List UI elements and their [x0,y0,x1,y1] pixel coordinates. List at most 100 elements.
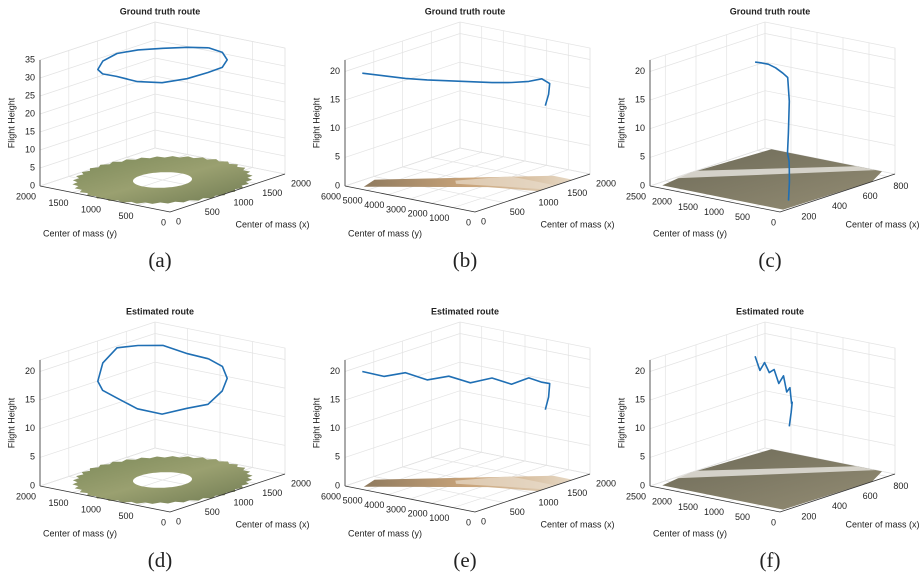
chart-title: Estimated route [736,306,804,316]
panel: 2004006008000500100015002000250005101520… [616,306,919,571]
grid-line [40,22,285,60]
grid-line [345,391,590,429]
grid-line [40,40,285,78]
x-axis-label: Center of mass (x) [540,219,614,229]
y-axis-label: Center of mass (y) [348,228,422,238]
chart-title: Estimated route [126,306,194,316]
y-tick-label: 5000 [343,196,363,206]
y-tick-label: 500 [118,211,133,221]
x-tick-label: 800 [893,481,908,491]
y-tick-label: 1000 [429,513,449,523]
y-tick-label: 0 [161,517,166,527]
y-tick-label: 2000 [652,497,672,507]
y-tick-label: 2000 [16,191,36,201]
grid-line [345,334,590,372]
y-axis-label: Center of mass (y) [653,528,727,538]
panel: 0500100015002000050010001500200005101520… [6,6,311,271]
axis-line [345,360,590,512]
x-tick-label: 1500 [262,188,282,198]
z-tick-label: 10 [25,144,35,154]
y-tick-label: 1500 [48,498,68,508]
box-edge [345,22,590,186]
x-tick-label: 0 [176,516,181,526]
ground-image [662,449,882,509]
y-tick-label: 2000 [652,197,672,207]
z-tick-label: 0 [335,180,340,190]
panel: 0500100015002000010002000300040005000600… [311,6,616,271]
grid-line [410,335,525,499]
z-tick-label: 15 [330,394,340,404]
z-tick-label: 15 [635,94,645,104]
figure: 0500100015002000050010001500200005101520… [0,0,921,576]
z-axis-label: Flight Height [6,97,16,148]
x-axis-label: Center of mass (x) [235,519,309,529]
z-tick-label: 20 [635,366,645,376]
y-tick-label: 1500 [678,202,698,212]
x-tick-label: 1000 [234,497,254,507]
x-tick-label: 1500 [567,488,587,498]
grid-line [650,91,895,129]
ground-image [662,149,882,209]
z-tick-label: 5 [30,162,35,172]
y-tick-label: 2000 [408,209,428,219]
x-tick-label: 800 [893,181,908,191]
x-axis-label: Center of mass (x) [235,219,309,229]
caption: (a) [148,248,171,272]
z-tick-label: 0 [30,480,35,490]
y-tick-label: 1500 [48,198,68,208]
y-tick-label: 0 [466,217,471,227]
x-axis-label: Center of mass (x) [845,219,919,229]
y-tick-label: 3000 [386,204,406,214]
y-axis-label: Center of mass (y) [43,528,117,538]
grid-line [40,58,285,96]
x-tick-label: 0 [481,216,486,226]
grid-line [650,334,895,372]
z-axis-label: Flight Height [616,97,626,148]
y-tick-label: 0 [771,217,776,227]
z-tick-label: 10 [25,423,35,433]
x-tick-label: 0 [176,216,181,226]
route-line [755,356,792,426]
y-tick-label: 2500 [626,191,646,201]
z-axis-label: Flight Height [6,397,16,448]
y-tick-label: 0 [771,517,776,527]
y-tick-label: 1000 [704,507,724,517]
grid-line [40,76,285,114]
z-tick-label: 5 [30,452,35,462]
y-tick-label: 500 [735,212,750,222]
z-tick-label: 15 [25,126,35,136]
y-tick-label: 5000 [343,496,363,506]
x-axis-label: Center of mass (x) [845,519,919,529]
y-tick-label: 500 [118,511,133,521]
z-tick-label: 20 [330,66,340,76]
z-tick-label: 10 [330,123,340,133]
y-tick-label: 4000 [364,200,384,210]
z-tick-label: 10 [330,423,340,433]
x-tick-label: 0 [481,516,486,526]
y-tick-label: 500 [735,512,750,522]
chart-title: Ground truth route [730,6,811,16]
x-tick-label: 500 [510,507,525,517]
grid-line [367,326,482,490]
y-axis-label: Center of mass (y) [43,228,117,238]
y-tick-label: 4000 [364,500,384,510]
y-tick-label: 2000 [16,491,36,501]
z-axis-label: Flight Height [311,397,321,448]
grid-line [345,34,590,72]
x-tick-label: 2000 [291,478,311,488]
caption: (b) [453,248,478,272]
x-tick-label: 2000 [596,478,616,488]
grid-line [388,31,503,195]
y-tick-label: 2000 [408,509,428,519]
x-tick-label: 1000 [234,197,254,207]
y-tick-label: 2500 [626,491,646,501]
grid-line [40,362,285,400]
x-tick-label: 1000 [539,497,559,507]
x-tick-label: 600 [863,491,878,501]
x-axis-label: Center of mass (x) [540,519,614,529]
grid-line [40,419,285,457]
x-tick-label: 200 [801,511,816,521]
grid-line [345,119,590,157]
grid-line [367,26,482,190]
z-tick-label: 0 [30,180,35,190]
